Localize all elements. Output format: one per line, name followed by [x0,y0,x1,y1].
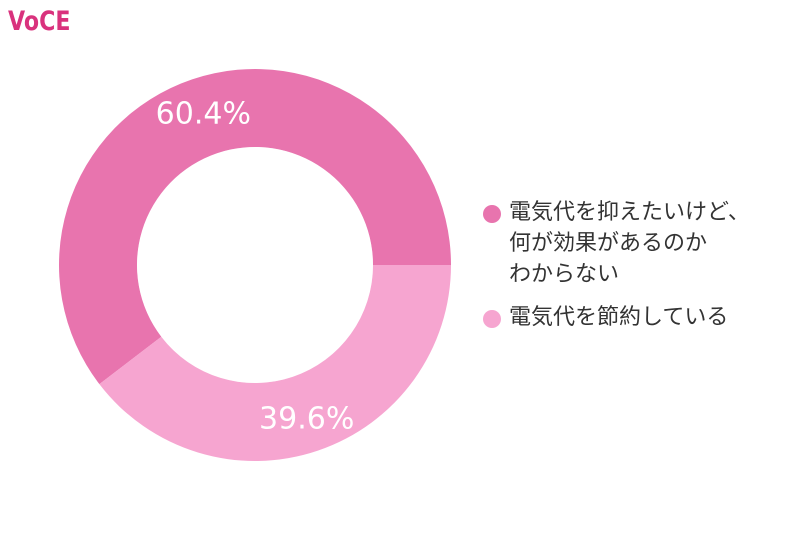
legend-item-0: 電気代を抑えたいけど、 何が効果があるのか わからない [483,197,793,290]
legend-label-1: 電気代を節約している [509,305,729,330]
data-label-1: 39.6% [259,401,354,436]
legend-label-0: 電気代を抑えたいけど、 何が効果があるのか わからない [509,200,750,287]
chart-legend: 電気代を抑えたいけど、 何が効果があるのか わからない 電気代を節約している [483,197,793,345]
data-label-0: 60.4% [156,97,251,132]
donut-hole [155,165,355,365]
legend-item-1: 電気代を節約している [483,302,793,333]
legend-swatch-0 [483,205,501,223]
brand-logo: VoCE [8,6,71,37]
donut-slice-1 [99,265,452,461]
legend-swatch-1 [483,310,501,328]
donut-slice-0 [58,68,452,385]
